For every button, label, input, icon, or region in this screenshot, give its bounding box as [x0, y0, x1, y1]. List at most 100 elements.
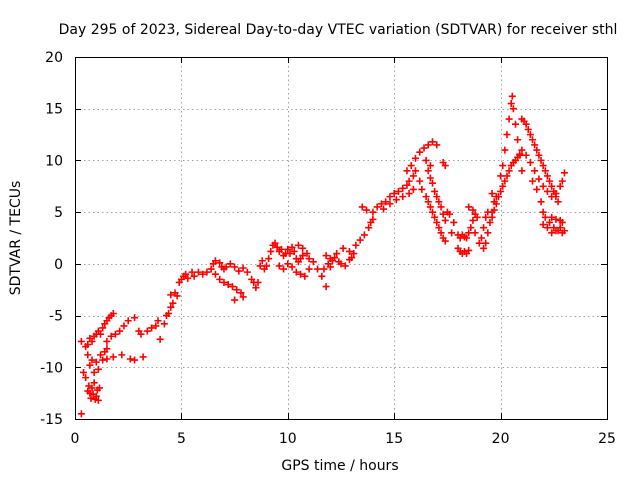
data-point	[503, 172, 511, 180]
data-point	[333, 250, 341, 258]
data-point	[426, 162, 434, 170]
data-point	[473, 213, 481, 221]
data-point	[143, 327, 151, 335]
data-point	[239, 293, 247, 301]
data-point	[535, 175, 543, 183]
data-point	[422, 193, 430, 201]
data-point	[524, 125, 532, 133]
data-point	[390, 190, 398, 198]
data-point	[137, 330, 145, 338]
data-point	[173, 292, 181, 300]
data-point	[216, 275, 224, 283]
data-point	[84, 341, 92, 349]
data-point	[431, 187, 439, 195]
data-point	[318, 272, 326, 280]
data-point	[533, 146, 541, 154]
data-point	[299, 252, 307, 260]
data-point	[546, 218, 554, 226]
data-point	[216, 259, 224, 267]
data-point	[422, 156, 430, 164]
data-point	[480, 224, 488, 232]
data-point	[94, 396, 102, 404]
data-point	[522, 151, 530, 159]
data-point	[131, 356, 139, 364]
data-point	[160, 320, 168, 328]
data-point	[280, 265, 288, 273]
data-point	[435, 198, 443, 206]
y-tick-label: 5	[54, 205, 63, 221]
data-point	[548, 193, 556, 201]
data-point	[365, 224, 373, 232]
data-point	[88, 384, 96, 392]
y-tick-label: 0	[54, 257, 63, 273]
data-point	[273, 243, 281, 251]
data-point	[326, 263, 334, 271]
data-point	[537, 198, 545, 206]
data-point	[411, 154, 419, 162]
data-point	[303, 250, 311, 258]
data-point	[441, 237, 449, 245]
data-point	[488, 190, 496, 198]
data-point	[294, 241, 302, 249]
data-point	[505, 115, 513, 123]
data-point	[501, 146, 509, 154]
data-point	[435, 224, 443, 232]
data-point	[154, 317, 162, 325]
data-point	[326, 255, 334, 263]
data-point	[148, 324, 156, 332]
data-point	[301, 272, 309, 280]
x-axis-label: GPS time / hours	[281, 458, 398, 474]
data-point	[97, 330, 105, 338]
data-point	[494, 193, 502, 201]
y-tick-label: 15	[45, 102, 63, 118]
data-point	[465, 229, 473, 237]
data-point	[109, 353, 117, 361]
data-point	[271, 239, 279, 247]
data-point	[514, 136, 522, 144]
data-point	[541, 167, 549, 175]
data-point	[539, 162, 547, 170]
data-point	[165, 310, 173, 318]
data-point	[80, 368, 88, 376]
data-point	[292, 268, 300, 276]
data-point	[511, 120, 519, 128]
data-point	[552, 215, 560, 223]
data-point	[118, 351, 126, 359]
data-point	[320, 265, 328, 273]
data-point	[237, 289, 245, 297]
data-point	[331, 254, 339, 262]
data-point	[431, 213, 439, 221]
data-point	[518, 167, 526, 175]
data-point	[377, 200, 385, 208]
data-point	[399, 193, 407, 201]
data-point	[92, 392, 100, 400]
data-point	[207, 265, 215, 273]
data-point	[409, 172, 417, 180]
data-point	[226, 260, 234, 268]
data-point	[429, 208, 437, 216]
data-point	[490, 206, 498, 214]
data-point	[92, 358, 100, 366]
data-point	[548, 182, 556, 190]
data-point	[369, 208, 377, 216]
data-point	[441, 162, 449, 170]
data-point	[420, 144, 428, 152]
data-point	[182, 270, 190, 278]
data-point	[429, 138, 437, 146]
data-point	[529, 177, 537, 185]
data-point	[469, 206, 477, 214]
data-point	[254, 278, 262, 286]
data-point	[543, 172, 551, 180]
plot-frame	[75, 57, 608, 420]
data-point	[505, 167, 513, 175]
data-point	[394, 187, 402, 195]
data-point	[222, 263, 230, 271]
data-point	[111, 330, 119, 338]
data-point	[554, 198, 562, 206]
data-point	[558, 218, 566, 226]
data-point	[492, 200, 500, 208]
data-point	[518, 146, 526, 154]
data-point	[190, 272, 198, 280]
data-point	[348, 254, 356, 262]
data-point	[558, 177, 566, 185]
